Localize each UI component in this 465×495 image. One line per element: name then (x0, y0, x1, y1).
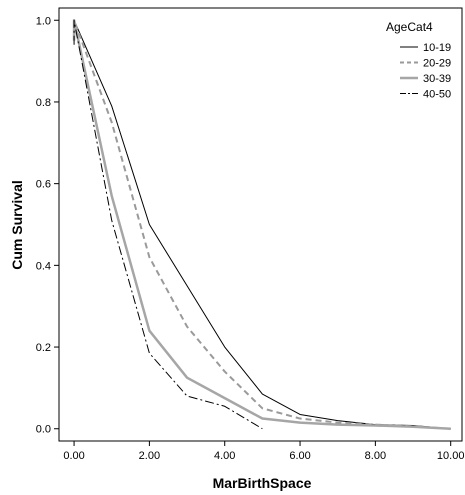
legend-label: 30-39 (423, 73, 451, 85)
x-axis-ticks: 0.00 2.00 4.00 6.00 8.00 10.00 (63, 441, 464, 462)
x-axis-title: MarBirthSpace (213, 475, 312, 491)
x-tick-label: 8.00 (365, 450, 386, 462)
y-tick-label: 0.6 (36, 179, 51, 191)
series-line-30-39 (72, 19, 451, 430)
plot-area (58, 7, 463, 442)
x-tick-label: 6.00 (289, 450, 310, 462)
y-tick-label: 0.2 (36, 342, 51, 354)
y-axis-ticks: 0.0 0.2 0.4 0.6 0.8 1.0 (36, 15, 59, 436)
x-tick-label: 10.00 (437, 450, 465, 462)
legend-label: 10-19 (423, 42, 451, 54)
x-tick-label: 2.00 (139, 450, 160, 462)
legend: AgeCat4 10-19 20-29 30-39 40-50 (386, 20, 451, 101)
plot-frame (58, 7, 463, 442)
x-tick-label: 4.00 (214, 450, 235, 462)
series-lines (72, 19, 451, 430)
y-axis-title: Cum Survival (9, 180, 25, 269)
y-tick-label: 0.0 (36, 424, 51, 436)
y-tick-label: 1.0 (36, 15, 51, 27)
x-tick-label: 0.00 (63, 450, 84, 462)
legend-label: 20-29 (423, 58, 451, 70)
series-line-40-50 (73, 19, 263, 430)
y-tick-label: 0.8 (36, 97, 51, 109)
y-tick-label: 0.4 (36, 260, 51, 272)
legend-label: 40-50 (423, 89, 451, 101)
legend-title: AgeCat4 (386, 20, 433, 34)
